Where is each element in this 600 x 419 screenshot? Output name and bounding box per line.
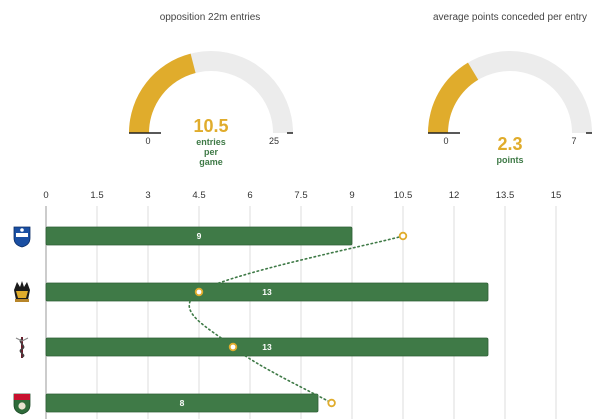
gauge-points-min-label: 0 [443, 136, 448, 146]
harlequins-crest-icon [15, 337, 29, 358]
gauge-entries-max-label: 25 [269, 136, 279, 146]
gauge-entries-unit-2: per [204, 147, 219, 157]
x-tick-label: 6 [247, 190, 252, 201]
x-tick-label: 7.5 [294, 190, 307, 201]
gauge-points-title: average points conceded per entry [433, 12, 587, 23]
bar-value-label: 9 [197, 231, 202, 241]
gauge-entries-unit-3: game [199, 157, 223, 167]
marker-connector-line [188, 235, 404, 404]
markers [194, 231, 408, 408]
gauge-entries-title: opposition 22m entries [160, 12, 261, 23]
x-tick-label: 13.5 [496, 190, 515, 201]
bar-value-label: 13 [262, 342, 272, 352]
gauge-points: average points conceded per entry 0 7 2.… [428, 12, 592, 165]
bar [45, 393, 319, 413]
x-tick-label: 9 [349, 190, 354, 201]
marker-point [194, 287, 204, 297]
bars: 9 13 13 8 [45, 226, 489, 413]
bar [45, 337, 489, 357]
exeter-chiefs-crest-icon [14, 281, 30, 302]
bar-value-label: 13 [262, 287, 272, 297]
x-tick-label: 4.5 [192, 190, 205, 201]
marker-point [327, 398, 336, 408]
x-tick-label: 3 [145, 190, 150, 201]
gauge-points-fill [428, 62, 479, 133]
gauge-points-unit-1: points [497, 155, 524, 165]
bar-value-label: 8 [180, 398, 185, 408]
x-tick-label: 0 [43, 190, 48, 201]
gauge-points-max-label: 7 [571, 136, 576, 146]
x-tick-label: 12 [449, 190, 460, 201]
gauge-entries-fill [129, 53, 196, 133]
bath-crest-icon [13, 226, 31, 248]
marker-point [228, 342, 238, 352]
gauge-points-value: 2.3 [497, 134, 522, 154]
leicester-tigers-crest-icon [13, 393, 31, 415]
x-tick-label: 1.5 [90, 190, 103, 201]
marker-point [398, 231, 408, 241]
gauge-entries-value: 10.5 [193, 116, 228, 136]
x-tick-label: 10.5 [394, 190, 413, 201]
bar [45, 226, 353, 246]
team-icons [13, 226, 31, 415]
gauge-entries: opposition 22m entries 0 25 10.5 entries… [129, 12, 293, 167]
gauge-entries-unit-1: entries [196, 137, 226, 147]
gauge-entries-min-label: 0 [145, 136, 150, 146]
x-tick-label: 15 [551, 190, 562, 201]
bar [45, 282, 489, 302]
